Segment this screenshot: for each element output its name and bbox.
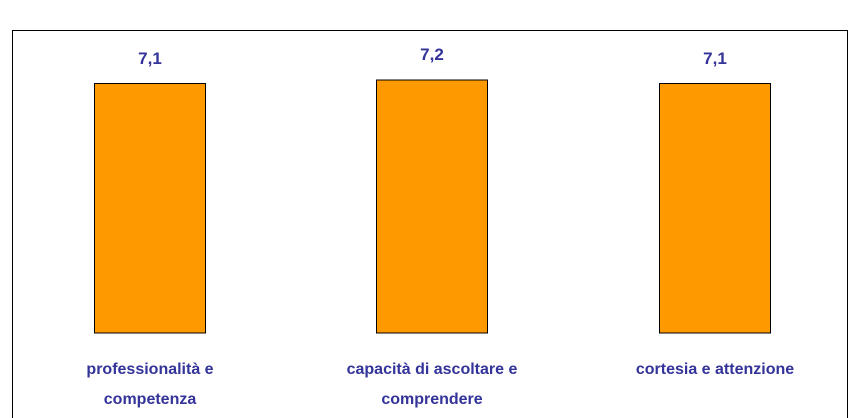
value-label: 7,2	[420, 45, 444, 64]
value-label: 7,1	[138, 48, 162, 68]
bar	[376, 79, 488, 334]
bar	[659, 83, 771, 334]
value-label: 7,1	[703, 48, 727, 68]
x-tick-label: capacità di ascoltare e comprendere	[346, 361, 518, 408]
x-tick-label: cortesia e attenzione	[635, 361, 795, 378]
x-tick-label: professionalità e competenza	[86, 361, 214, 408]
bar	[94, 83, 206, 334]
